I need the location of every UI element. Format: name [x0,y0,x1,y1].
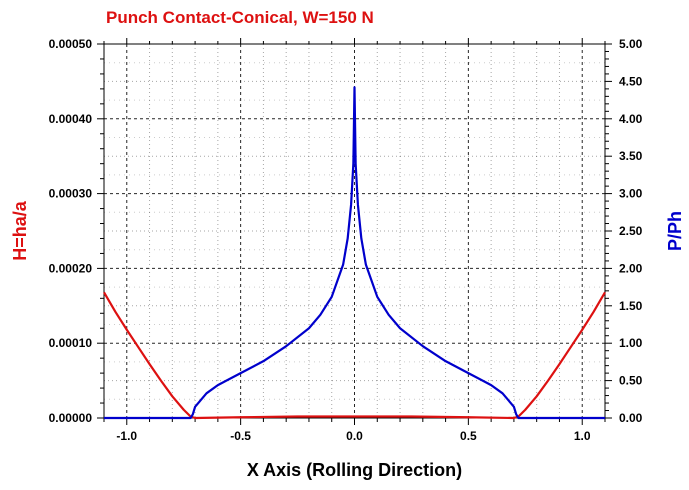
y-left-tick-label: 0.00030 [49,187,93,201]
y-right-tick-label: 5.00 [619,37,643,51]
y-right-tick-label: 0.00 [619,411,643,425]
y-left-tick-label: 0.00020 [49,261,93,275]
y-right-tick-label: 1.50 [619,299,643,313]
x-tick-label: 0.5 [460,429,477,443]
y-axis-right-label: P/Ph [665,211,685,251]
y-left-tick-label: 0.00050 [49,37,93,51]
x-tick-label: -1.0 [116,429,137,443]
y-right-tick-label: 3.00 [619,187,643,201]
chart-title: Punch Contact-Conical, W=150 N [106,8,374,27]
y-left-tick-label: 0.00000 [49,411,93,425]
x-axis-label: X Axis (Rolling Direction) [247,460,462,480]
ticks: -1.0 -0.5 0.0 0.5 1.0 0.00000 0.00010 0.00020 0.… [49,37,643,443]
y-axis-left-label: H=ha/a [10,200,30,261]
series-line-p [104,86,605,420]
y-right-tick-label: 2.50 [619,224,643,238]
series-line-h [103,291,606,420]
series-group [103,86,606,420]
y-right-tick-label: 0.50 [619,374,643,388]
y-right-tick-label: 3.50 [619,149,643,163]
x-tick-label: -0.5 [230,429,251,443]
y-left-tick-label: 0.00040 [49,112,93,126]
y-left-tick-label: 0.00010 [49,336,93,350]
y-right-tick-label: 1.00 [619,336,643,350]
y-right-tick-label: 4.50 [619,74,643,88]
x-tick-label: 1.0 [574,429,591,443]
x-tick-label: 0.0 [346,429,363,443]
y-right-tick-label: 4.00 [619,112,643,126]
y-right-tick-label: 2.00 [619,261,643,275]
